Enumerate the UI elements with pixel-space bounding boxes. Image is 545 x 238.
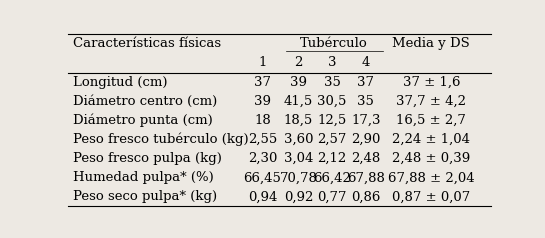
Text: 2,48: 2,48 <box>352 152 380 165</box>
Text: Peso seco pulpa* (kg): Peso seco pulpa* (kg) <box>73 190 217 203</box>
Text: Características físicas: Características físicas <box>73 37 221 50</box>
Text: Peso fresco pulpa (kg): Peso fresco pulpa (kg) <box>73 152 222 165</box>
Text: 0,77: 0,77 <box>317 190 347 203</box>
Text: 37 ± 1,6: 37 ± 1,6 <box>403 76 460 89</box>
Text: 0,94: 0,94 <box>248 190 277 203</box>
Text: 18,5: 18,5 <box>284 114 313 127</box>
Text: Diámetro punta (cm): Diámetro punta (cm) <box>73 114 213 127</box>
Text: 3: 3 <box>328 56 336 69</box>
Text: 2,90: 2,90 <box>351 133 380 146</box>
Text: 17,3: 17,3 <box>351 114 380 127</box>
Text: 39: 39 <box>290 76 307 89</box>
Text: 2,48 ± 0,39: 2,48 ± 0,39 <box>392 152 470 165</box>
Text: 4: 4 <box>362 56 370 69</box>
Text: 39: 39 <box>254 95 271 108</box>
Text: 41,5: 41,5 <box>284 95 313 108</box>
Text: 35: 35 <box>324 76 341 89</box>
Text: 0,87 ± 0,07: 0,87 ± 0,07 <box>392 190 470 203</box>
Text: 66,45: 66,45 <box>244 171 281 184</box>
Text: Tubérculo: Tubérculo <box>300 37 368 50</box>
Text: 3,04: 3,04 <box>283 152 313 165</box>
Text: 1: 1 <box>258 56 267 69</box>
Text: 3,60: 3,60 <box>283 133 313 146</box>
Text: 70,78: 70,78 <box>280 171 317 184</box>
Text: 0,92: 0,92 <box>283 190 313 203</box>
Text: 37,7 ± 4,2: 37,7 ± 4,2 <box>396 95 467 108</box>
Text: 2,57: 2,57 <box>317 133 347 146</box>
Text: 2,24 ± 1,04: 2,24 ± 1,04 <box>392 133 470 146</box>
Text: 16,5 ± 2,7: 16,5 ± 2,7 <box>396 114 467 127</box>
Text: 35: 35 <box>358 95 374 108</box>
Text: 66,42: 66,42 <box>313 171 351 184</box>
Text: Media y DS: Media y DS <box>392 37 470 50</box>
Text: 2: 2 <box>294 56 302 69</box>
Text: 12,5: 12,5 <box>318 114 347 127</box>
Text: Longitud (cm): Longitud (cm) <box>73 76 168 89</box>
Text: 2,12: 2,12 <box>318 152 347 165</box>
Text: Peso fresco tubérculo (kg): Peso fresco tubérculo (kg) <box>73 133 249 146</box>
Text: Diámetro centro (cm): Diámetro centro (cm) <box>73 95 217 108</box>
Text: Humedad pulpa* (%): Humedad pulpa* (%) <box>73 171 214 184</box>
Text: 37: 37 <box>358 76 374 89</box>
Text: 37: 37 <box>254 76 271 89</box>
Text: 0,86: 0,86 <box>351 190 380 203</box>
Text: 2,55: 2,55 <box>248 133 277 146</box>
Text: 2,30: 2,30 <box>248 152 277 165</box>
Text: 67,88 ± 2,04: 67,88 ± 2,04 <box>388 171 475 184</box>
Text: 30,5: 30,5 <box>317 95 347 108</box>
Text: 67,88: 67,88 <box>347 171 385 184</box>
Text: 18: 18 <box>254 114 271 127</box>
